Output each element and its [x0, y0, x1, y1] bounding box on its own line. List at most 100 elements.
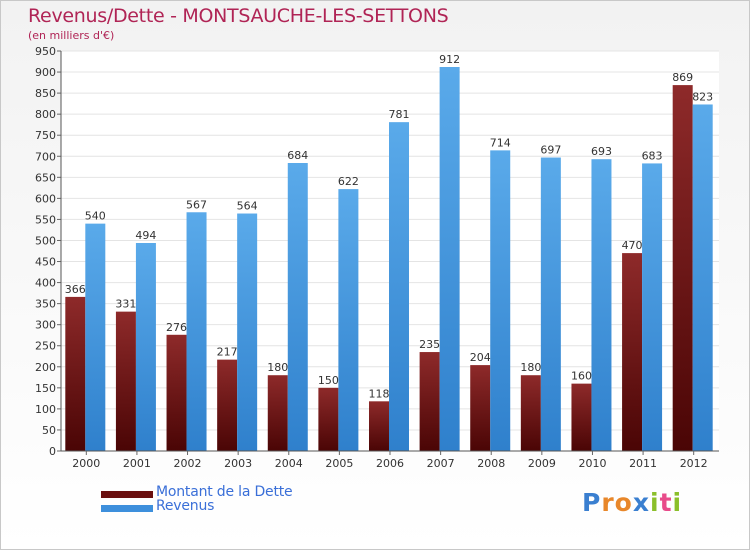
data-label-dette-2004: 180: [267, 361, 288, 374]
y-tick-label: 700: [35, 150, 56, 163]
y-tick-label: 0: [49, 445, 56, 458]
x-tick-label: 2005: [325, 457, 353, 470]
y-tick-label: 300: [35, 319, 56, 332]
data-label-revenus-2009: 697: [540, 144, 561, 157]
data-label-dette-2012: 869: [672, 71, 693, 84]
bar-revenus-2001: [135, 243, 156, 451]
data-label-revenus-2004: 684: [287, 149, 308, 162]
bar-dette-2002: [166, 334, 187, 451]
bar-revenus-2012: [692, 104, 713, 451]
data-label-revenus-2011: 683: [642, 149, 663, 162]
bar-revenus-2005: [338, 189, 359, 451]
data-label-revenus-2002: 567: [186, 198, 207, 211]
data-label-revenus-2005: 622: [338, 175, 359, 188]
data-label-dette-2008: 204: [470, 351, 491, 364]
y-tick-label: 200: [35, 361, 56, 374]
bar-revenus-2011: [642, 163, 663, 451]
bar-dette-2010: [571, 383, 592, 451]
x-tick-label: 2009: [528, 457, 556, 470]
bar-dette-2011: [622, 253, 643, 451]
data-label-dette-2010: 160: [571, 370, 592, 383]
bar-revenus-2003: [237, 213, 258, 451]
data-label-dette-2000: 366: [65, 283, 86, 296]
logo-letter: i: [650, 488, 660, 517]
data-label-revenus-2000: 540: [85, 210, 106, 223]
x-tick-label: 2006: [376, 457, 404, 470]
data-label-dette-2005: 150: [318, 374, 339, 387]
data-label-dette-2003: 217: [217, 346, 238, 359]
x-tick-label: 2002: [174, 457, 202, 470]
data-label-dette-2011: 470: [622, 239, 643, 252]
x-tick-label: 2008: [477, 457, 505, 470]
bar-dette-2001: [115, 311, 136, 451]
bar-dette-2003: [217, 359, 238, 451]
bar-dette-2008: [470, 365, 491, 451]
data-label-revenus-2007: 912: [439, 53, 460, 66]
data-label-dette-2007: 235: [419, 338, 440, 351]
bar-revenus-2004: [287, 163, 308, 451]
x-tick-label: 2007: [427, 457, 455, 470]
data-label-revenus-2003: 564: [237, 200, 258, 213]
y-tick-label: 650: [35, 171, 56, 184]
x-tick-label: 2010: [578, 457, 606, 470]
bar-dette-2005: [318, 387, 339, 451]
logo-letter: t: [659, 488, 673, 517]
y-tick-label: 450: [35, 256, 56, 269]
bar-revenus-2006: [389, 122, 409, 451]
bar-dette-2006: [369, 401, 389, 451]
logo-letter: o: [614, 488, 633, 517]
logo-letter: x: [632, 488, 650, 517]
y-tick-label: 600: [35, 192, 56, 205]
data-label-revenus-2010: 693: [591, 145, 612, 158]
legend-label-dette: Montant de la Dette: [156, 484, 293, 500]
x-tick-label: 2003: [224, 457, 252, 470]
bar-dette-2012: [672, 85, 693, 452]
y-tick-label: 750: [35, 129, 56, 142]
data-label-revenus-2001: 494: [135, 229, 156, 242]
y-tick-label: 400: [35, 277, 56, 290]
legend-swatch-revenus: [101, 505, 153, 512]
bar-revenus-2007: [439, 67, 460, 451]
logo-letter: i: [672, 488, 683, 517]
x-tick-label: 2004: [275, 457, 303, 470]
x-tick-label: 2012: [680, 457, 708, 470]
logo-letter: P: [582, 488, 602, 517]
bar-revenus-2009: [540, 157, 561, 452]
data-label-dette-2001: 331: [115, 298, 136, 311]
y-tick-label: 500: [35, 234, 56, 247]
x-tick-label: 2000: [72, 457, 100, 470]
x-tick-label: 2001: [123, 457, 151, 470]
data-label-revenus-2012: 823: [692, 90, 713, 103]
bar-revenus-2002: [186, 212, 207, 451]
bar-revenus-2000: [85, 223, 106, 451]
data-label-dette-2009: 180: [520, 361, 541, 374]
y-tick-label: 800: [35, 108, 56, 121]
chart-subtitle: (en milliers d'€): [28, 29, 115, 42]
y-tick-label: 900: [35, 66, 56, 79]
y-tick-label: 850: [35, 87, 56, 100]
chart-title: Revenus/Dette - MONTSAUCHE-LES-SETTONS: [28, 5, 449, 27]
y-tick-label: 350: [35, 298, 56, 311]
x-tick-label: 2011: [629, 457, 657, 470]
data-label-revenus-2006: 781: [389, 108, 410, 121]
y-tick-label: 250: [35, 340, 56, 353]
y-tick-label: 50: [42, 424, 56, 437]
y-tick-label: 150: [35, 382, 56, 395]
data-label-revenus-2008: 714: [490, 136, 511, 149]
legend-label-revenus: Revenus: [156, 498, 215, 514]
legend-swatch-dette: [101, 491, 153, 498]
y-tick-label: 100: [35, 403, 56, 416]
data-label-dette-2002: 276: [166, 321, 187, 334]
bar-revenus-2010: [591, 159, 612, 452]
y-tick-label: 950: [35, 45, 56, 58]
bar-dette-2004: [267, 375, 288, 451]
bar-dette-2000: [65, 296, 86, 451]
bar-revenus-2008: [490, 150, 511, 452]
logo-letter: r: [601, 488, 615, 517]
bar-dette-2007: [419, 352, 440, 451]
y-tick-label: 550: [35, 213, 56, 226]
proxiti-logo: Proxiti: [582, 488, 682, 517]
bar-dette-2009: [520, 375, 541, 451]
